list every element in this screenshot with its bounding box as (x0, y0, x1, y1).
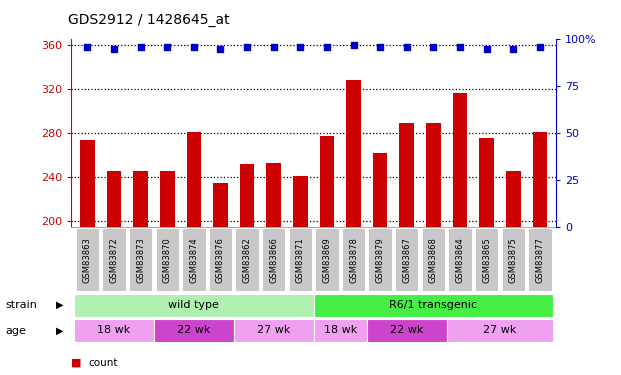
Bar (528, 228, 551, 291)
Bar (373, 153, 388, 227)
Bar (186, 132, 201, 227)
Bar (240, 164, 255, 227)
Text: GSM83865: GSM83865 (482, 237, 491, 283)
Bar (448, 228, 472, 291)
Bar (289, 228, 312, 291)
Text: GSM83872: GSM83872 (109, 237, 119, 283)
Text: GSM83879: GSM83879 (376, 237, 384, 283)
Text: wild type: wild type (168, 300, 219, 310)
Point (109, 46, 119, 52)
Text: GSM83873: GSM83873 (136, 237, 145, 283)
Text: GSM83871: GSM83871 (296, 237, 305, 283)
Bar (314, 294, 553, 317)
Text: ■: ■ (71, 358, 82, 368)
Text: GSM83870: GSM83870 (163, 237, 172, 283)
Bar (80, 140, 94, 227)
Bar (426, 123, 441, 227)
Point (402, 44, 412, 50)
Point (508, 46, 518, 52)
Bar (506, 171, 520, 227)
Bar (213, 183, 228, 227)
Bar (479, 138, 494, 227)
Point (83, 44, 93, 50)
Text: GSM83866: GSM83866 (269, 237, 278, 283)
Text: 18 wk: 18 wk (97, 325, 130, 335)
Bar (235, 228, 259, 291)
Bar (453, 93, 467, 227)
Text: GSM83863: GSM83863 (83, 237, 92, 283)
Bar (129, 228, 152, 291)
Point (242, 44, 252, 50)
Bar (342, 228, 365, 291)
Text: GSM83877: GSM83877 (535, 237, 545, 283)
Text: 27 wk: 27 wk (257, 325, 291, 335)
Point (348, 42, 358, 48)
Point (296, 44, 306, 50)
Bar (160, 171, 175, 227)
Bar (209, 228, 232, 291)
Bar (532, 132, 547, 227)
Text: 27 wk: 27 wk (483, 325, 517, 335)
Bar (395, 228, 419, 291)
Bar (320, 136, 334, 227)
Text: count: count (89, 358, 119, 368)
Bar (422, 228, 445, 291)
Bar (74, 319, 154, 342)
Bar (346, 80, 361, 227)
Text: GSM83862: GSM83862 (243, 237, 252, 283)
Point (135, 44, 145, 50)
Bar (155, 228, 179, 291)
Text: GSM83868: GSM83868 (429, 237, 438, 283)
Text: 22 wk: 22 wk (177, 325, 211, 335)
Point (215, 46, 225, 52)
Bar (134, 171, 148, 227)
Text: GSM83875: GSM83875 (509, 237, 518, 283)
Bar (446, 319, 553, 342)
Point (455, 44, 465, 50)
Bar (154, 319, 233, 342)
Bar (475, 228, 498, 291)
Text: ▶: ▶ (56, 300, 63, 310)
Bar (399, 123, 414, 227)
Point (428, 44, 438, 50)
Bar (293, 176, 307, 227)
Bar (76, 228, 99, 291)
Point (322, 44, 332, 50)
Point (162, 44, 172, 50)
Text: GDS2912 / 1428645_at: GDS2912 / 1428645_at (68, 13, 230, 27)
Point (375, 44, 385, 50)
Text: ▶: ▶ (56, 326, 63, 336)
Bar (502, 228, 525, 291)
Bar (367, 319, 446, 342)
Bar (102, 228, 125, 291)
Bar (74, 294, 314, 317)
Point (269, 44, 279, 50)
Text: strain: strain (5, 300, 37, 310)
Text: R6/1 transgenic: R6/1 transgenic (389, 300, 478, 310)
Bar (315, 228, 338, 291)
Point (535, 44, 545, 50)
Bar (368, 228, 392, 291)
Text: age: age (5, 326, 26, 336)
Text: GSM83878: GSM83878 (349, 237, 358, 283)
Bar (314, 319, 367, 342)
Bar (182, 228, 206, 291)
Text: 18 wk: 18 wk (324, 325, 357, 335)
Bar (233, 319, 314, 342)
Bar (266, 163, 281, 227)
Point (482, 46, 492, 52)
Text: 22 wk: 22 wk (390, 325, 424, 335)
Text: GSM83869: GSM83869 (322, 237, 332, 283)
Point (189, 44, 199, 50)
Bar (262, 228, 286, 291)
Text: GSM83876: GSM83876 (216, 237, 225, 283)
Text: GSM83867: GSM83867 (402, 237, 411, 283)
Text: GSM83864: GSM83864 (455, 237, 465, 283)
Bar (107, 171, 121, 227)
Text: GSM83874: GSM83874 (189, 237, 198, 283)
